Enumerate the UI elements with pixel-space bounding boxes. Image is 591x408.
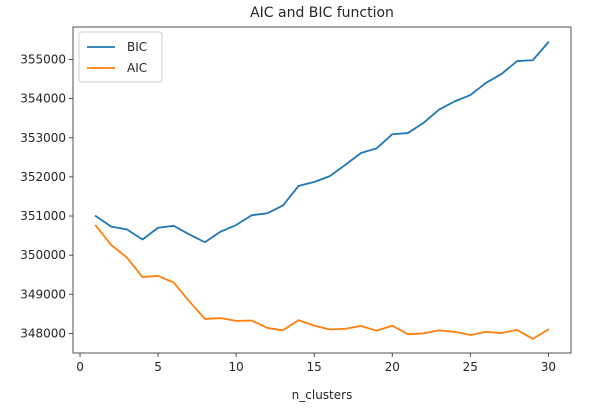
x-tick-label: 0	[76, 360, 84, 374]
legend-label: BIC	[127, 40, 147, 54]
y-tick-label: 353000	[20, 131, 66, 145]
x-tick-label: 25	[463, 360, 478, 374]
x-tick-label: 30	[541, 360, 556, 374]
y-tick-label: 349000	[20, 287, 66, 301]
y-tick-label: 350000	[20, 248, 66, 262]
legend: BIC AIC	[78, 31, 163, 83]
series-layer	[94, 41, 550, 340]
y-tick-label: 355000	[20, 52, 66, 66]
x-tick-label: 5	[154, 360, 162, 374]
x-axis: 0 5 10 15 20 25 30	[76, 353, 556, 374]
y-tick-label: 348000	[20, 326, 66, 340]
x-tick-label: 20	[385, 360, 400, 374]
x-axis-title: n_clusters	[292, 388, 353, 402]
legend-box	[78, 31, 163, 83]
series-line-bic	[94, 41, 550, 244]
series-line-aic	[94, 224, 550, 340]
chart-title: AIC and BIC function	[250, 5, 394, 21]
y-tick-label: 351000	[20, 209, 66, 223]
plot-area	[72, 26, 572, 354]
legend-label: AIC	[127, 61, 147, 75]
x-tick-label: 10	[228, 360, 243, 374]
x-tick-label: 15	[307, 360, 322, 374]
y-tick-label: 354000	[20, 92, 66, 106]
y-tick-label: 352000	[20, 170, 66, 184]
y-axis: 348000 349000 350000 351000 352000 353000 3540…	[20, 52, 73, 340]
plot-frame	[72, 26, 572, 354]
